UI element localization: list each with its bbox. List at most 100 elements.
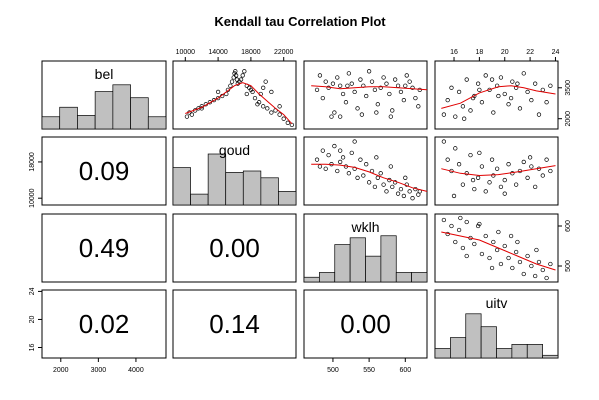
scatter-point-bel-goud-24	[242, 69, 247, 74]
scatter-point-bel-wklh-13	[352, 89, 357, 95]
scatter-point-goud-wklh-26	[390, 184, 395, 190]
scatter-point-goud-uitv-4	[456, 162, 462, 167]
scatter-point-goud-uitv-3	[453, 146, 458, 151]
smooth-line-wklh-uitv	[441, 231, 556, 271]
scatter-point-goud-wklh-7	[335, 168, 340, 174]
tick-label-left-uitv: 20	[29, 315, 36, 323]
correlation-value-wklh-bel: 0.49	[79, 233, 130, 263]
panel-frame-0-2	[303, 60, 428, 130]
histogram-bar-uitv-5	[511, 344, 528, 359]
tick-label-top-goud: 14000	[208, 49, 228, 56]
scatter-point-bel-uitv-11	[483, 73, 488, 78]
scatter-point-bel-wklh-7	[335, 75, 340, 80]
scatter-point-goud-uitv-14	[494, 166, 500, 171]
scatter-point-bel-wklh-26	[390, 108, 395, 113]
scatter-point-bel-wklh-19	[369, 79, 375, 84]
scatter-point-bel-wklh-14	[355, 106, 360, 111]
correlation-value-wklh-goud: 0.00	[209, 233, 260, 263]
histogram-bar-uitv-7	[542, 354, 559, 359]
panel-frame-1-2	[303, 136, 428, 206]
scatter-point-goud-uitv-7	[468, 152, 473, 158]
tick-label-right-bel: 3500	[565, 80, 572, 96]
scatter-point-wklh-uitv-10	[479, 251, 485, 257]
scatter-point-wklh-uitv-35	[489, 265, 495, 271]
chart-title: Kendall tau Correlation Plot	[214, 14, 386, 29]
tick-label-left-uitv: 16	[29, 343, 36, 351]
scatter-point-bel-wklh-37	[359, 112, 365, 117]
scatter-point-bel-wklh-35	[416, 104, 421, 109]
scatter-point-bel-wklh-11	[346, 71, 352, 76]
scatter-point-bel-wklh-33	[410, 85, 415, 90]
scatter-point-wklh-uitv-23	[529, 263, 534, 269]
scatter-point-goud-uitv-32	[527, 155, 533, 160]
scatter-point-goud-wklh-21	[375, 175, 380, 180]
scatter-point-goud-uitv-29	[451, 193, 457, 199]
scatter-point-wklh-uitv-24	[533, 273, 538, 279]
scatter-point-bel-uitv-35	[515, 81, 520, 86]
scatter-point-bel-uitv-26	[540, 87, 545, 92]
scatter-point-bel-goud-14	[229, 79, 235, 84]
tick-label-bottom-bel: 3000	[91, 367, 107, 374]
scatter-point-goud-wklh-40	[403, 175, 408, 180]
panel-frame-0-3	[434, 60, 559, 130]
tick-label-top-goud: 18000	[241, 49, 261, 56]
scatter-point-bel-uitv-31	[477, 87, 482, 92]
scatter-point-goud-uitv-31	[502, 191, 507, 196]
scatter-point-goud-wklh-37	[338, 148, 343, 153]
scatter-point-bel-uitv-5	[460, 104, 466, 109]
scatter-point-goud-uitv-17	[506, 162, 511, 167]
scatter-point-wklh-uitv-13	[491, 239, 496, 245]
histogram-bar-wklh-3	[349, 237, 366, 283]
scatter-point-bel-uitv-29	[462, 116, 467, 121]
scatter-point-wklh-uitv-33	[534, 247, 539, 253]
scatter-point-goud-wklh-0	[314, 157, 320, 162]
scatter-point-bel-wklh-6	[332, 110, 337, 115]
histogram-bar-bel-6	[147, 116, 167, 130]
scatter-point-wklh-uitv-22	[525, 253, 530, 259]
panel-frame-1-3	[434, 136, 559, 206]
scatter-point-bel-goud-44	[244, 91, 249, 97]
scatter-point-bel-goud-29	[252, 95, 258, 101]
tick-label-bottom-bel: 2000	[53, 367, 69, 374]
histogram-bar-wklh-7	[411, 272, 428, 283]
scatter-point-wklh-uitv-26	[540, 267, 545, 273]
scatter-point-wklh-uitv-12	[487, 255, 492, 261]
correlation-value-uitv-goud: 0.14	[209, 309, 260, 339]
scatter-point-bel-goud-33	[261, 85, 266, 90]
scatter-point-bel-uitv-13	[491, 110, 496, 115]
scatter-point-goud-wklh-12	[349, 150, 354, 156]
scatter-point-goud-uitv-15	[498, 184, 504, 190]
scatter-point-wklh-uitv-30	[477, 221, 482, 227]
scatter-point-goud-uitv-12	[487, 180, 492, 185]
scatter-point-bel-wklh-40	[330, 81, 336, 86]
scatter-point-bel-wklh-30	[401, 98, 406, 103]
scatter-point-bel-wklh-38	[374, 110, 379, 115]
histogram-bar-bel-4	[112, 84, 131, 130]
scatter-point-bel-wklh-18	[366, 69, 372, 74]
smooth-line-goud-wklh	[311, 163, 428, 192]
panel-frame-2-3	[434, 213, 559, 283]
scatter-point-bel-wklh-17	[364, 93, 369, 99]
scatter-point-wklh-uitv-8	[472, 241, 477, 247]
scatter-point-goud-uitv-8	[472, 186, 477, 192]
scatter-point-bel-goud-2	[189, 112, 195, 117]
tick-label-top-uitv: 22	[526, 49, 534, 56]
histogram-bar-wklh-0	[303, 276, 320, 283]
tick-label-top-uitv: 24	[552, 49, 560, 56]
scatter-point-bel-uitv-20	[517, 106, 523, 111]
tick-label-top-goud: 10000	[176, 49, 196, 56]
histogram-bar-wklh-2	[334, 244, 351, 283]
variable-label-uitv: uitv	[486, 295, 508, 311]
scatter-point-bel-goud-31	[256, 100, 262, 105]
tick-label-right-wklh: 600	[565, 220, 572, 232]
scatter-point-goud-uitv-28	[548, 168, 553, 174]
scatter-point-bel-wklh-42	[403, 83, 408, 88]
scatter-point-goud-wklh-23	[381, 182, 386, 187]
scatter-point-bel-wklh-23	[381, 75, 386, 80]
scatter-point-bel-wklh-28	[395, 83, 401, 88]
scatter-point-bel-uitv-18	[510, 79, 515, 84]
scatter-point-bel-uitv-1	[445, 98, 450, 103]
scatter-point-goud-wklh-29	[398, 186, 404, 192]
scatter-point-bel-uitv-7	[468, 108, 473, 113]
panel-frame-3-0	[41, 289, 167, 359]
